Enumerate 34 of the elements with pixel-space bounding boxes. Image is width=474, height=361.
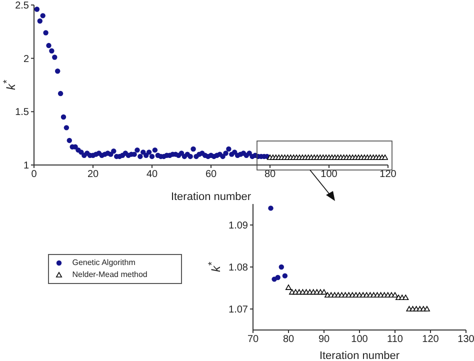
legend-label: Nelder-Mead method [72, 270, 148, 279]
x-tick-label: 80 [282, 334, 294, 346]
point [282, 273, 288, 278]
y-tick-label: 1 [23, 160, 30, 172]
point [278, 264, 284, 270]
x-tick-label: 20 [87, 169, 99, 180]
x-tick-label: 60 [205, 169, 217, 180]
legend-label: Genetic Algorithm [72, 258, 136, 267]
x-tick-label: 0 [31, 169, 38, 180]
point [392, 292, 398, 298]
point [321, 289, 327, 295]
x-tick-label: 40 [146, 169, 158, 180]
point [286, 284, 292, 290]
y-tick-label: 2 [23, 54, 30, 65]
x-tick-label: 110 [387, 334, 404, 346]
x-tick-label: 100 [320, 169, 338, 180]
y-tick-label: 1.08 [228, 262, 248, 274]
point [275, 274, 280, 280]
x-tick-label: 120 [380, 169, 397, 180]
x-tick-label: 70 [247, 334, 259, 346]
point [268, 206, 274, 211]
x-tick-label: 120 [422, 334, 440, 346]
x-axis-title: Iteration number [170, 191, 252, 203]
y-tick-label: 1.5 [15, 107, 30, 118]
point [402, 294, 409, 300]
y-tick-label: 2.5 [15, 0, 30, 12]
x-axis-title: Iteration number [319, 350, 400, 361]
y-tick-label: 1.09 [228, 220, 248, 232]
x-tick-label: 90 [318, 334, 330, 346]
x-tick-label: 80 [264, 169, 276, 180]
point [424, 306, 430, 312]
y-tick-label: 1.07 [228, 304, 248, 316]
x-tick-label: 130 [458, 334, 474, 346]
x-tick-label: 100 [351, 334, 368, 346]
